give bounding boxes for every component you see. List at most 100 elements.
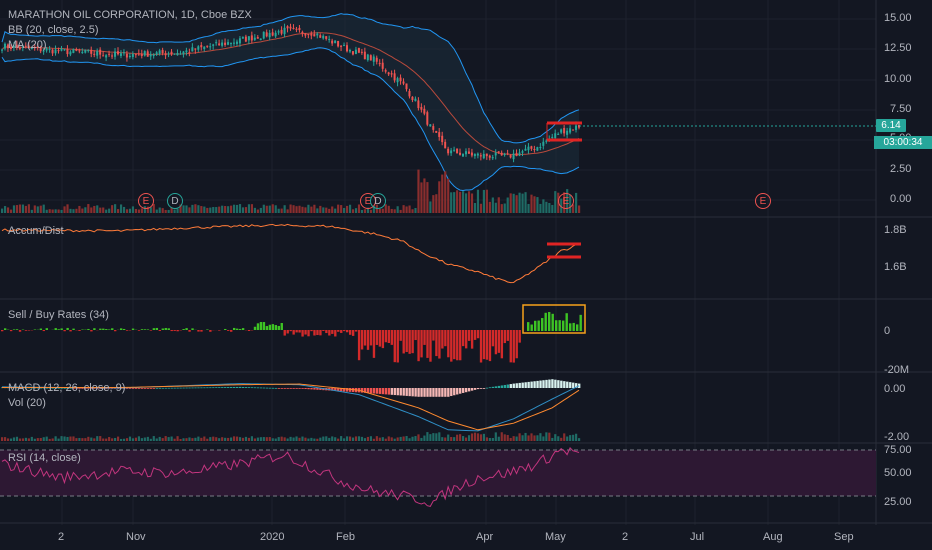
candle-body [244, 36, 247, 42]
ma-indicator-label[interactable]: MA (20) [8, 39, 47, 51]
time-axis-tick: Aug [763, 531, 783, 543]
rsi-band-fill [0, 450, 876, 496]
macd-histogram-bar [518, 382, 521, 388]
sell-buy-bar [429, 330, 432, 362]
dividend-event-marker[interactable]: D [370, 193, 386, 209]
macd-volume-bar [423, 435, 426, 441]
volume-bar [548, 202, 551, 213]
sell-buy-bar [108, 329, 111, 330]
macd-volume-bar [337, 438, 340, 441]
volume-bar [464, 193, 468, 213]
rsi-axis-tick: 25.00 [884, 496, 912, 508]
macd-volume-bar [24, 437, 27, 441]
earnings-event-marker[interactable]: E [755, 193, 771, 209]
candle-body [444, 141, 447, 149]
macd-volume-bar [238, 437, 242, 441]
macd-volume-bar [369, 436, 372, 441]
candle-body [69, 51, 72, 55]
sell-buy-bar [119, 328, 123, 330]
vol-label[interactable]: Vol (20) [8, 397, 46, 409]
sell-buy-bar [268, 324, 272, 330]
candle-body [405, 83, 408, 90]
volume-bar [134, 208, 138, 213]
macd-histogram-bar [301, 388, 304, 389]
volume-bar [307, 204, 310, 213]
volume-bar [405, 206, 408, 213]
candle-body [447, 148, 450, 154]
bb-indicator-label[interactable]: BB (20, close, 2.5) [8, 24, 99, 36]
macd-axis-tick: -2.00 [884, 431, 910, 443]
macd-volume-bar [524, 432, 527, 441]
macd-volume-bar [39, 438, 42, 441]
volume-bar [57, 209, 60, 213]
macd-volume-bar [18, 438, 22, 441]
macd-volume-bar [414, 436, 417, 441]
candle-body [134, 54, 137, 56]
volume-bar [164, 209, 167, 213]
sell-buy-bar [372, 330, 376, 358]
macd-volume-bar [268, 437, 271, 441]
sell-buy-bar [366, 330, 370, 350]
macd-histogram-bar [348, 388, 352, 392]
macd-volume-bar [485, 437, 488, 441]
volume-bar [372, 205, 375, 213]
macd-histogram-bar [530, 381, 533, 388]
macd-volume-bar [241, 437, 245, 441]
price-axis-tick: 0.00 [890, 193, 912, 205]
macd-label[interactable]: MACD (12, 26, close, 9) [8, 382, 126, 394]
macd-histogram-bar [575, 383, 578, 388]
macd-volume-bar [384, 438, 387, 441]
candle-body [149, 54, 152, 57]
accum-dist-line [1, 223, 580, 284]
macd-histogram-bar [375, 388, 379, 394]
candle-body [176, 53, 179, 56]
sell-buy-label[interactable]: Sell / Buy Rates (34) [8, 309, 109, 321]
sell-buy-bar [348, 330, 352, 335]
macd-volume-bar [274, 438, 277, 441]
volume-bar [536, 197, 539, 213]
sell-buy-bar [405, 330, 408, 352]
macd-volume-bar [512, 436, 515, 441]
sell-buy-bar [381, 330, 385, 349]
macd-volume-bar [572, 434, 575, 441]
volume-bar [140, 208, 143, 213]
sell-buy-bar [337, 330, 340, 332]
macd-histogram-bar [259, 387, 263, 389]
accum-dist-label[interactable]: Accum/Dist [8, 225, 64, 237]
volume-bar [194, 204, 197, 213]
candle-body [212, 44, 215, 46]
sell-buy-bar [438, 330, 441, 359]
candle-body [533, 149, 536, 151]
macd-histogram-bar [241, 386, 245, 388]
earnings-event-marker[interactable]: E [138, 193, 154, 209]
volume-bar [149, 207, 152, 213]
buy-bar [548, 312, 551, 331]
macd-volume-bar [316, 438, 319, 441]
macd-volume-bar [215, 437, 218, 441]
macd-volume-bar [33, 438, 36, 441]
sell-buy-bar [176, 330, 179, 332]
sell-buy-bar [280, 323, 283, 330]
dividend-event-marker[interactable]: D [167, 193, 183, 209]
macd-histogram-bar [450, 388, 453, 397]
volume-bar [232, 204, 236, 213]
macd-histogram-bar [405, 388, 408, 396]
macd-volume-bar [114, 437, 117, 441]
candle-body [524, 148, 527, 151]
volume-bar [45, 209, 48, 213]
macd-volume-bar [81, 438, 84, 441]
sell-buy-bar [137, 330, 141, 331]
rsi-label[interactable]: RSI (14, close) [8, 452, 81, 464]
sell-buy-bar [399, 330, 402, 341]
candle-body [12, 45, 15, 48]
time-axis-tick: Feb [336, 531, 355, 543]
candle-body [206, 45, 209, 47]
macd-histogram-bar [563, 381, 566, 388]
candle-body [250, 35, 253, 41]
macd-histogram-bar [432, 388, 435, 397]
price-axis-tick: 12.50 [884, 42, 912, 54]
earnings-event-marker[interactable]: E [558, 193, 574, 209]
sell-buy-bar [131, 328, 135, 330]
